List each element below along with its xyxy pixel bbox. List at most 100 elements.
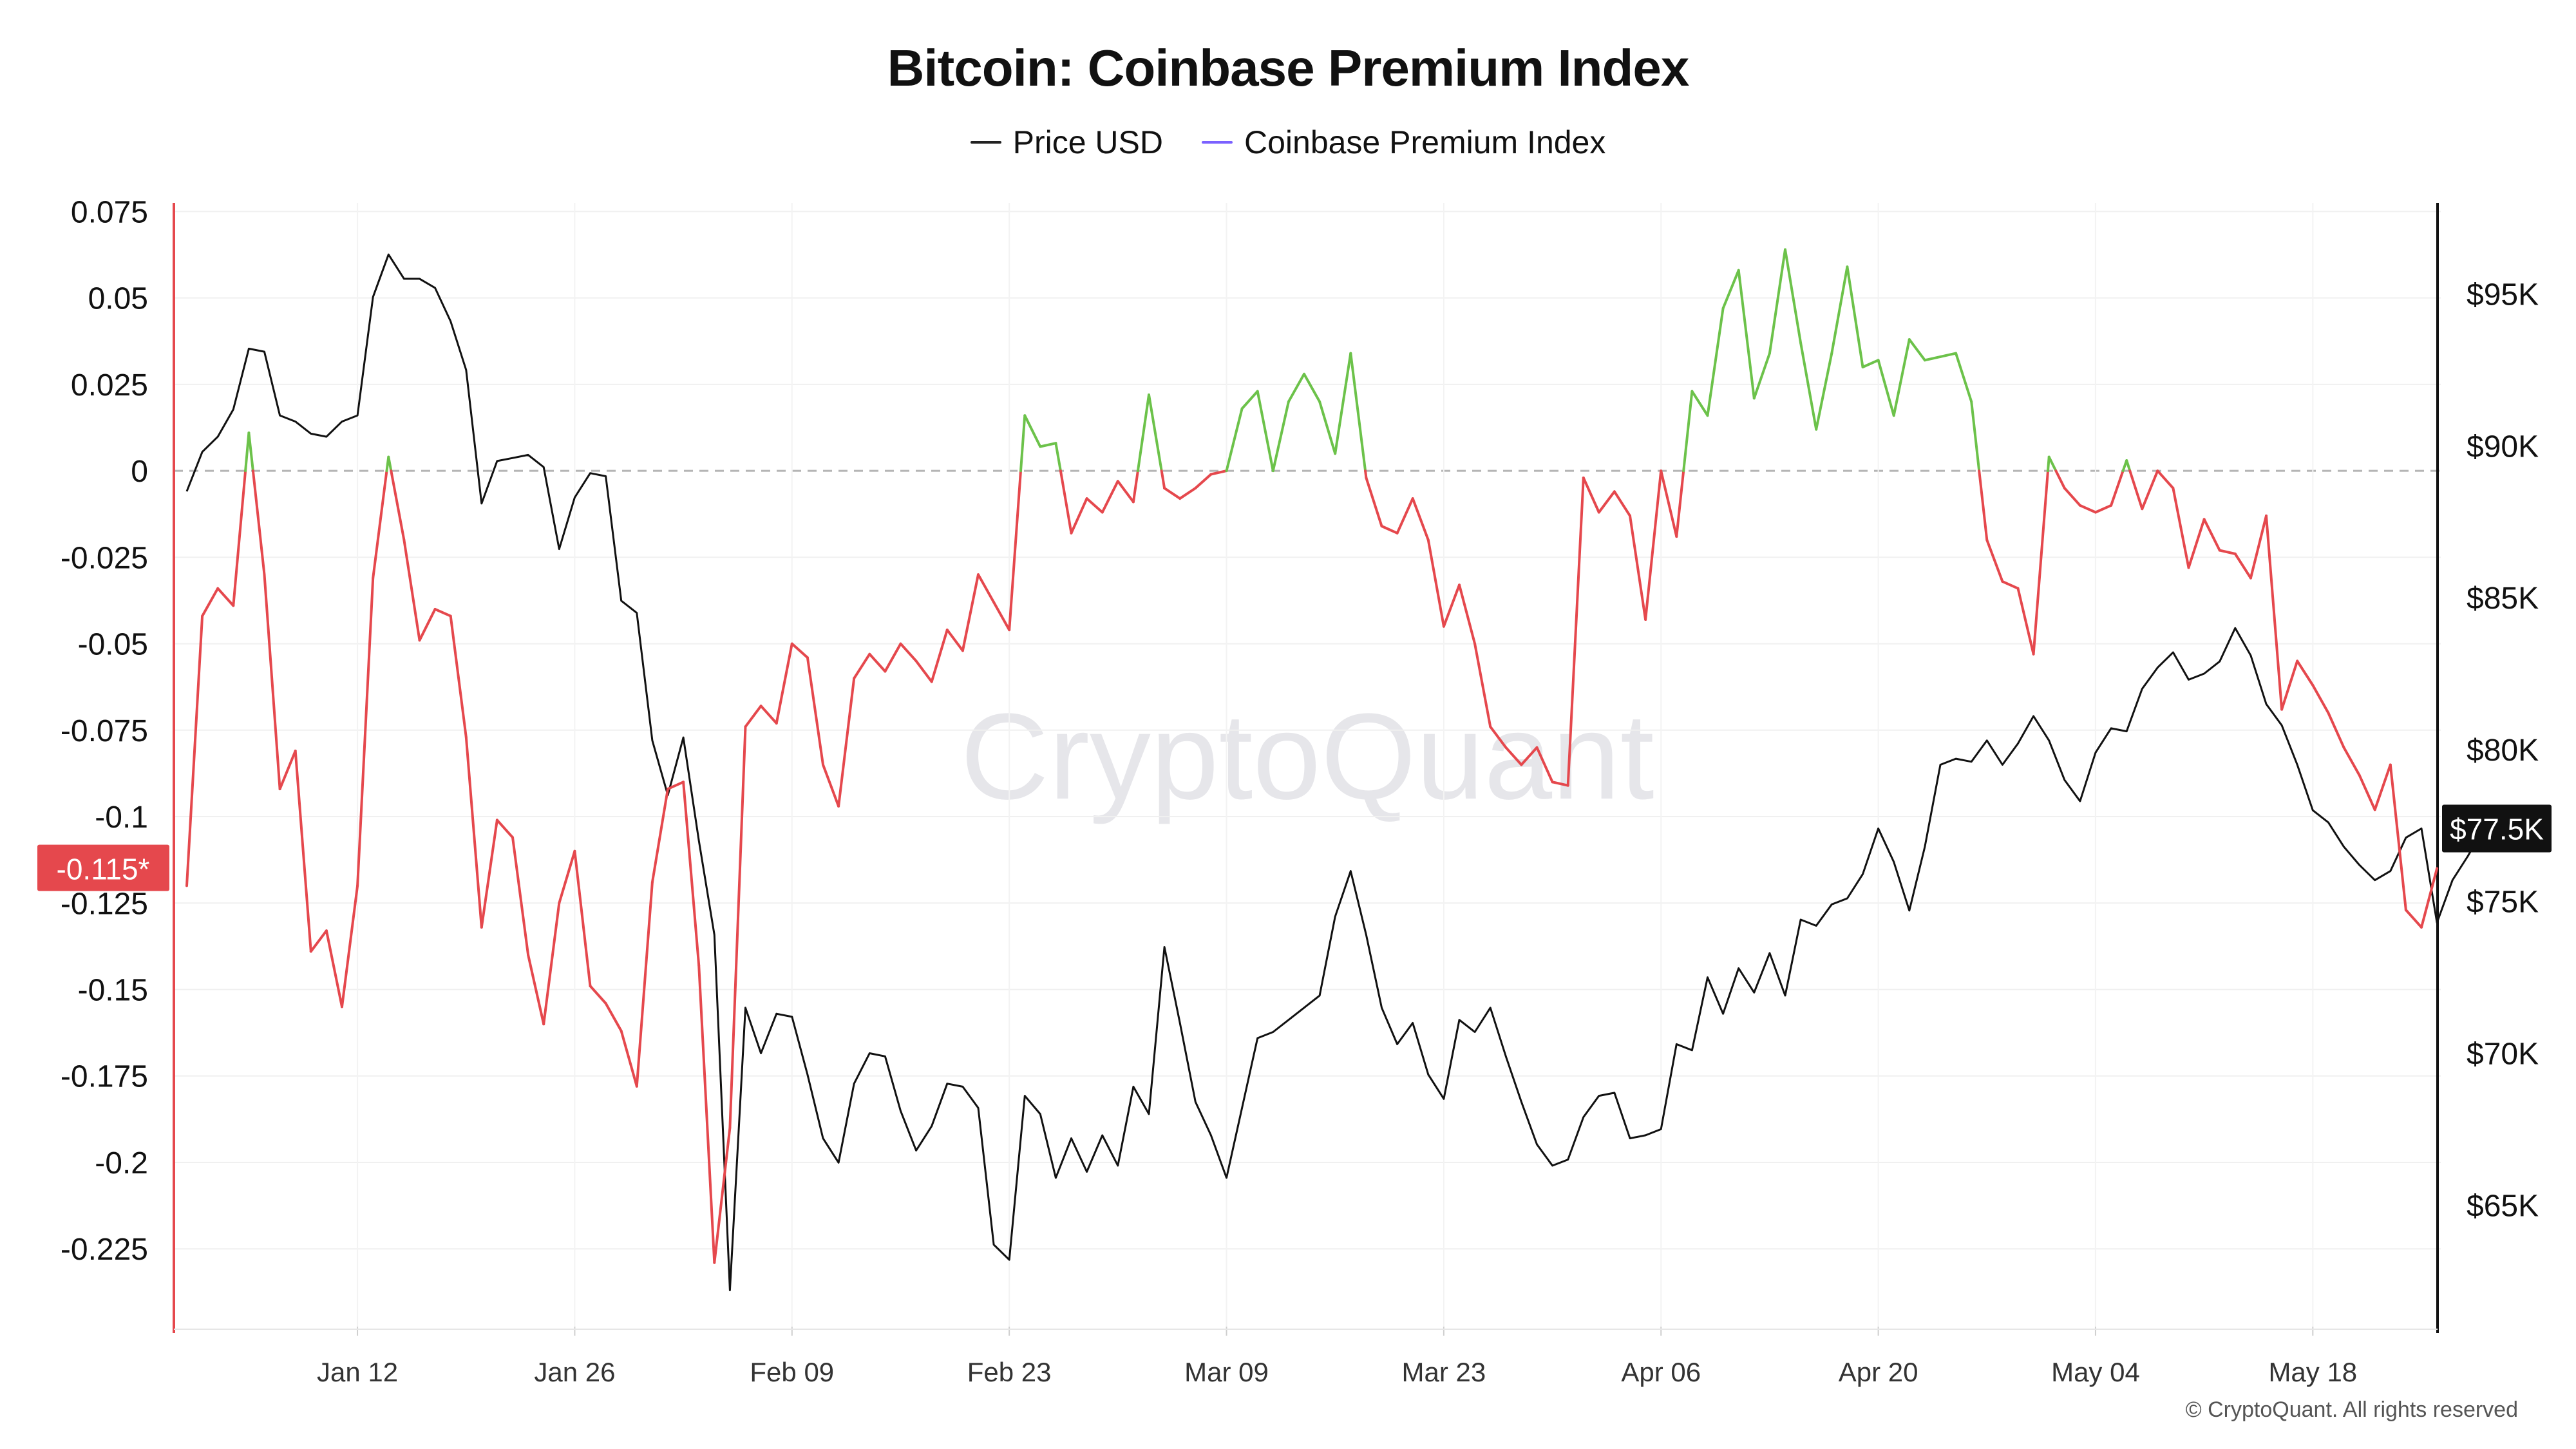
premium-segment	[2342, 746, 2361, 777]
x-tick-label: Apr 20	[1839, 1357, 1918, 1387]
premium-segment	[1877, 359, 1895, 417]
premium-segment	[232, 469, 247, 607]
premium-segment	[1489, 725, 1508, 749]
left-tick-label: 0.075	[71, 195, 148, 229]
premium-segment	[247, 431, 254, 473]
right-tick-label: $70K	[2467, 1037, 2539, 1072]
premium-segment	[759, 705, 778, 725]
premium-segment	[2172, 487, 2190, 569]
premium-segment	[2202, 518, 2221, 552]
premium-segment	[1240, 390, 1259, 410]
premium-segment	[495, 819, 514, 839]
premium-segment	[2280, 659, 2299, 711]
price-line	[185, 253, 2485, 1291]
premium-segment	[1535, 746, 1554, 784]
legend-swatch-price	[970, 141, 1001, 144]
premium-segment	[1132, 469, 1139, 504]
premium-segment	[1160, 469, 1166, 489]
premium-segment	[2420, 867, 2439, 929]
premium-segment	[1426, 538, 1445, 628]
premium-segment	[1396, 497, 1414, 535]
premium-segment	[1629, 514, 1647, 621]
premium-segment	[2311, 684, 2330, 714]
premium-segment	[2156, 469, 2175, 489]
premium-series	[185, 248, 2439, 1264]
premium-segment	[899, 642, 918, 663]
premium-segment	[356, 576, 375, 887]
premium-segment	[1768, 248, 1786, 355]
premium-segment	[1955, 352, 1973, 403]
premium-segment	[1690, 390, 1709, 417]
premium-segment	[2110, 469, 2125, 507]
premium-segment	[1148, 393, 1163, 473]
premium-segment	[1163, 487, 1182, 500]
premium-segment	[1194, 473, 1213, 489]
premium-segment	[1939, 352, 1958, 358]
left-tick-label: -0.225	[61, 1233, 148, 1267]
legend-item-premium[interactable]: Coinbase Premium Index	[1201, 124, 1606, 161]
premium-segment	[992, 601, 1011, 632]
premium-segment	[1411, 497, 1430, 542]
left-tick-label: 0	[131, 455, 148, 489]
premium-segment	[1675, 469, 1685, 538]
premium-segment	[822, 763, 840, 808]
premium-segment	[1116, 480, 1135, 504]
premium-segment	[402, 538, 421, 642]
left-tick-label: -0.05	[78, 628, 148, 662]
premium-segment	[2404, 909, 2423, 929]
premium-segment	[2001, 580, 2020, 590]
x-tick-label: Apr 06	[1621, 1357, 1701, 1387]
premium-segment	[1318, 400, 1337, 455]
premium-segment	[635, 881, 654, 1088]
premium-segment	[1380, 525, 1399, 535]
price-current-label: $77.5K	[2450, 813, 2544, 846]
premium-segment	[251, 469, 266, 576]
legend-item-price[interactable]: Price USD	[970, 124, 1163, 161]
premium-segment	[1256, 390, 1274, 473]
premium-segment	[1613, 490, 1631, 517]
premium-segment	[1846, 265, 1864, 368]
right-tick-label: $95K	[2467, 278, 2539, 312]
premium-segment	[1660, 469, 1678, 538]
premium-segment	[728, 725, 747, 1130]
premium-segment	[1985, 538, 2004, 583]
premium-segment	[2233, 553, 2252, 580]
axes	[173, 203, 2439, 1336]
premium-segment	[682, 781, 701, 967]
premium-segment	[1085, 497, 1104, 514]
right-tick-label: $75K	[2467, 886, 2539, 920]
premium-segment	[2078, 504, 2097, 514]
legend: Price USD Coinbase Premium Index	[0, 124, 2576, 161]
premium-segment	[1566, 476, 1585, 787]
x-tick-label: Mar 09	[1184, 1357, 1269, 1387]
premium-segment	[433, 607, 452, 618]
premium-segment	[1597, 490, 1616, 514]
premium-segment	[1287, 372, 1305, 403]
premium-segment	[697, 963, 716, 1264]
premium-segment	[1059, 469, 1073, 535]
premium-segment	[1892, 338, 1911, 417]
premium-segment	[1582, 476, 1600, 514]
premium-segment	[2187, 518, 2206, 569]
premium-segment	[1830, 265, 1849, 355]
premium-segment	[1349, 352, 1367, 473]
premium-segment	[390, 469, 406, 542]
premium-segment	[558, 849, 576, 905]
left-tick-label: 0.05	[88, 282, 148, 316]
right-axis-ticks: $95K $90K $85K $80K $75K $70K $65K	[2467, 278, 2539, 1223]
premium-segment	[713, 1126, 732, 1264]
premium-segment	[1442, 583, 1461, 628]
premium-segment	[1706, 307, 1725, 417]
premium-segment	[853, 652, 871, 680]
premium-segment	[1136, 393, 1150, 473]
premium-segment	[2141, 469, 2159, 511]
premium-segment	[2358, 773, 2376, 811]
premium-segment	[1334, 352, 1352, 455]
premium-segment	[1551, 781, 1569, 787]
premium-segment	[387, 455, 393, 473]
premium-segment	[1721, 269, 1740, 310]
premium-segment	[1504, 746, 1523, 766]
premium-segment	[837, 677, 856, 808]
legend-label-premium: Coinbase Premium Index	[1244, 124, 1606, 160]
